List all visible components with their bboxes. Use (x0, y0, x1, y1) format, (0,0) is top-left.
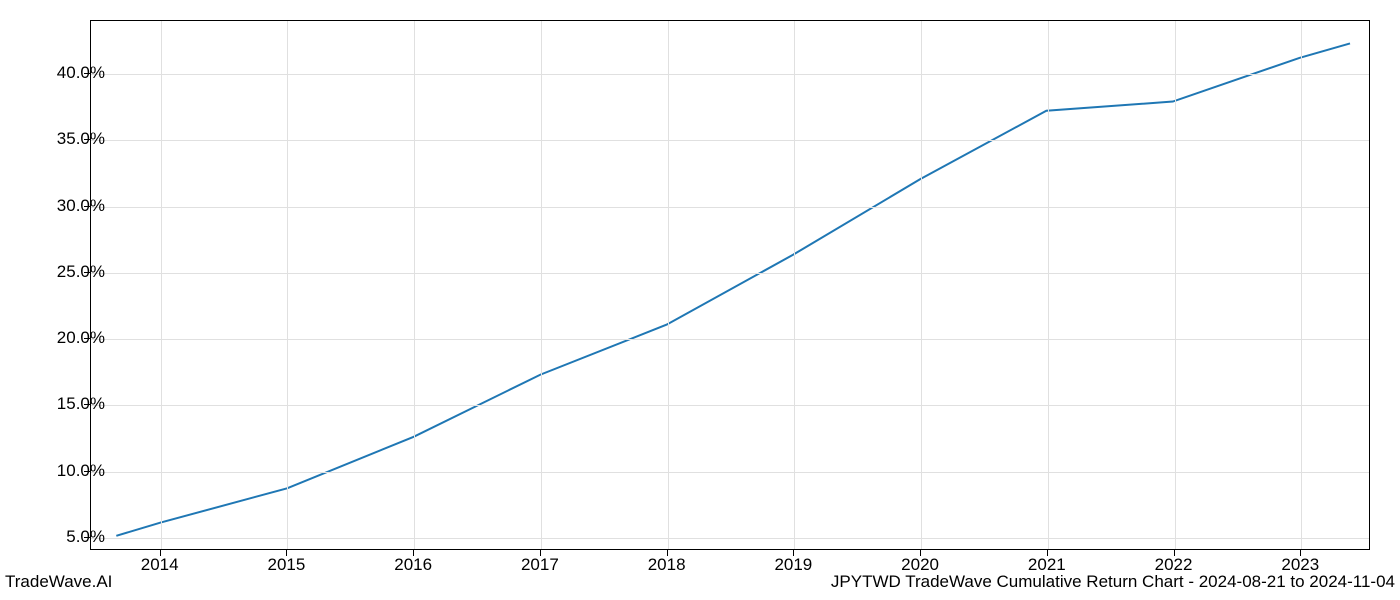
grid-line-vertical (414, 21, 415, 549)
grid-line-vertical (921, 21, 922, 549)
y-axis-label: 15.0% (25, 394, 105, 414)
grid-line-vertical (794, 21, 795, 549)
grid-line-horizontal (91, 140, 1369, 141)
grid-line-vertical (1048, 21, 1049, 549)
x-axis-label: 2014 (141, 555, 179, 575)
grid-line-vertical (161, 21, 162, 549)
chart-title-label: JPYTWD TradeWave Cumulative Return Chart… (831, 572, 1395, 592)
y-axis-label: 40.0% (25, 63, 105, 83)
plot-area (90, 20, 1370, 550)
y-axis-label: 10.0% (25, 461, 105, 481)
x-axis-label: 2017 (521, 555, 559, 575)
grid-line-vertical (541, 21, 542, 549)
grid-line-horizontal (91, 207, 1369, 208)
grid-line-vertical (668, 21, 669, 549)
y-axis-label: 30.0% (25, 196, 105, 216)
grid-line-horizontal (91, 538, 1369, 539)
grid-line-horizontal (91, 405, 1369, 406)
grid-line-horizontal (91, 339, 1369, 340)
line-chart-svg (91, 21, 1369, 549)
y-axis-label: 25.0% (25, 262, 105, 282)
x-axis-label: 2015 (268, 555, 306, 575)
x-axis-label: 2018 (648, 555, 686, 575)
x-axis-label: 2016 (394, 555, 432, 575)
grid-line-horizontal (91, 74, 1369, 75)
grid-line-horizontal (91, 273, 1369, 274)
grid-line-vertical (1301, 21, 1302, 549)
y-axis-label: 5.0% (25, 527, 105, 547)
watermark-label: TradeWave.AI (5, 572, 112, 592)
y-axis-label: 35.0% (25, 129, 105, 149)
y-axis-label: 20.0% (25, 328, 105, 348)
grid-line-horizontal (91, 472, 1369, 473)
x-axis-label: 2019 (774, 555, 812, 575)
chart-container: 2014201520162017201820192020202120222023 (90, 20, 1370, 550)
grid-line-vertical (287, 21, 288, 549)
grid-line-vertical (1175, 21, 1176, 549)
